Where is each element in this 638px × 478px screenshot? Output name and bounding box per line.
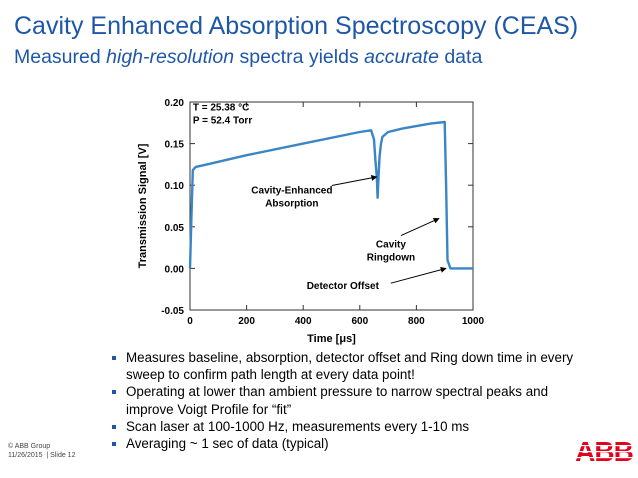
footer-date-slide: 11/26/2015 | Slide 12	[8, 451, 75, 460]
footer-copyright: © ABB Group	[8, 443, 51, 450]
subtitle-part-3: spectra yields	[234, 46, 365, 68]
annotation-text: P = 52.4 Torr	[193, 115, 252, 126]
slide-subtitle: Measured high-resolution spectra yields …	[14, 46, 482, 69]
y-tick-label: 0.20	[165, 98, 185, 109]
subtitle-part-1: Measured	[14, 46, 107, 68]
abb-logo-stripe	[575, 451, 633, 453]
annotation-arrow	[390, 266, 447, 284]
footer-slide-number: | Slide 12	[46, 452, 76, 459]
x-tick-label: 0	[187, 316, 193, 327]
bullet-item: Operating at lower than ambient pressure…	[112, 383, 582, 417]
y-tick-label: 0.15	[165, 140, 185, 151]
annotation-text: Cavity-Enhanced	[251, 186, 332, 197]
x-tick-label: 600	[351, 316, 368, 327]
subtitle-part-2: high-resolution	[106, 46, 235, 68]
annotation-arrow	[331, 174, 378, 187]
footer-date: 11/26/2015	[8, 452, 43, 459]
y-tick-label: 0.00	[165, 264, 185, 275]
footer: © ABB Group 11/26/2015 | Slide 12	[8, 442, 75, 460]
y-tick-label: 0.05	[165, 223, 185, 234]
bullet-item: Measures baseline, absorption, detector …	[112, 349, 582, 383]
slide-title: Cavity Enhanced Absorption Spectroscopy …	[14, 12, 579, 40]
x-tick-label: 200	[238, 316, 255, 327]
annotation-arrow	[400, 217, 440, 237]
subtitle-part-4: accurate	[364, 46, 439, 68]
bullet-item: Averaging ~ 1 sec of data (typical)	[112, 435, 582, 452]
annotation-text: Cavity	[376, 240, 406, 251]
bullet-list: Measures baseline, absorption, detector …	[112, 349, 582, 452]
x-tick-label: 1000	[462, 316, 485, 327]
y-axis-label: Transmission Signal [V]	[137, 143, 149, 268]
bullet-item: Scan laser at 100-1000 Hz, measurements …	[112, 418, 582, 435]
abb-logo-stripe	[575, 445, 633, 447]
annotation-text: Detector Offset	[307, 281, 380, 292]
y-tick-label: -0.05	[161, 306, 184, 317]
annotation-text: T = 25.38 °C	[193, 102, 250, 113]
transmission-chart: -0.05 0.00 0.05 0.10 0.15 0.20 0 200 400 600 800 10…	[137, 98, 485, 345]
abb-logo: ABB	[575, 436, 633, 466]
annotation-text: Ringdown	[367, 253, 415, 264]
y-tick-label: 0.10	[165, 181, 185, 192]
x-tick-label: 400	[295, 316, 312, 327]
x-axis-label: Time [μs]	[307, 333, 356, 345]
abb-logo-stripe	[575, 457, 633, 459]
series-line	[188, 120, 473, 270]
x-tick-label: 800	[408, 316, 425, 327]
subtitle-part-5: data	[438, 46, 483, 68]
annotation-text: Absorption	[265, 199, 318, 210]
plot-frame	[189, 101, 474, 311]
